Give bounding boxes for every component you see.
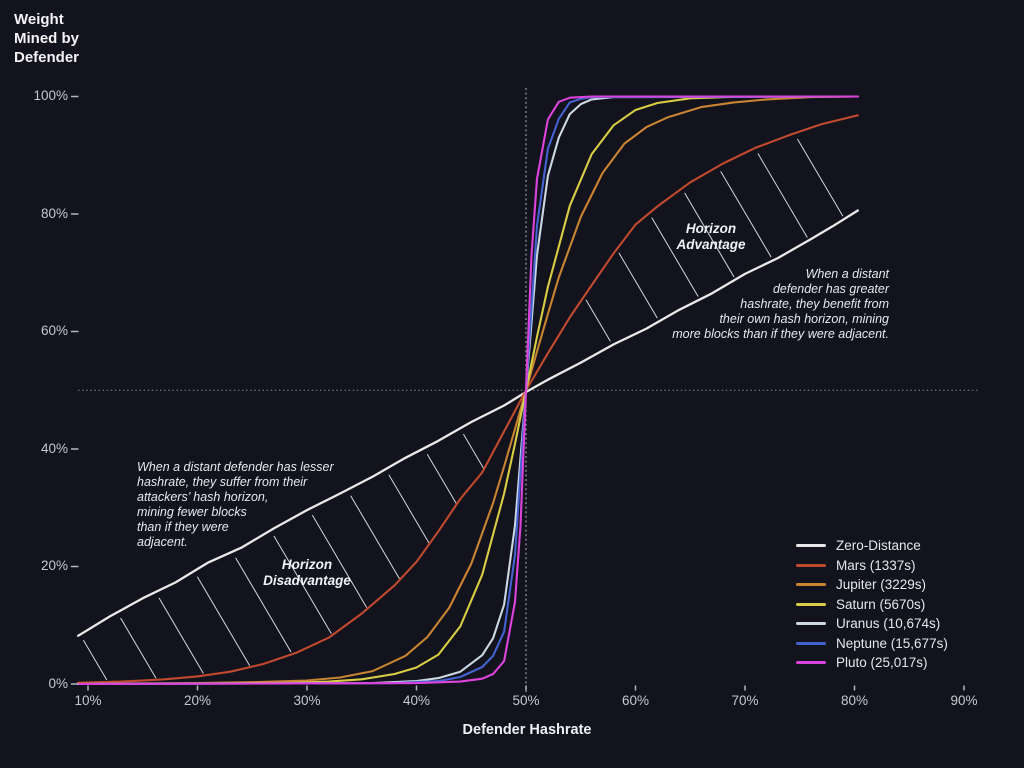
horizon-advantage-hatching bbox=[585, 138, 844, 342]
advantage-annotation-text: When a distant defender has greater hashra… bbox=[672, 267, 889, 342]
series-line-pluto-25-017s bbox=[77, 95, 859, 686]
title-line-3: Defender bbox=[14, 49, 80, 66]
legend-label: Uranus (10,674s) bbox=[836, 616, 941, 632]
legend-label: Saturn (5670s) bbox=[836, 596, 926, 612]
hatch-line bbox=[463, 433, 485, 469]
hatch-line bbox=[273, 535, 332, 634]
annotation-line: their own hash horizon, mining bbox=[719, 312, 889, 326]
series-line-neptune-15-677s bbox=[77, 95, 859, 686]
hatch-line bbox=[197, 576, 250, 666]
legend-swatch bbox=[796, 583, 826, 587]
hatch-line bbox=[618, 252, 658, 319]
y-axis-multiline-title: Weight Mined by Defender bbox=[14, 10, 79, 67]
hatch-line bbox=[585, 299, 611, 342]
y-tick-label-40%: 40% bbox=[40, 440, 68, 456]
horizon-disadvantage-hatching bbox=[83, 433, 485, 681]
x-tick-label-50%: 50% bbox=[512, 693, 540, 708]
disadvantage-label-line-1: Horizon bbox=[281, 557, 333, 572]
x-tick-label-90%: 90% bbox=[950, 693, 978, 708]
x-tick-label-30%: 30% bbox=[293, 693, 321, 708]
advantage-label-line-2: Advantage bbox=[676, 237, 746, 252]
hatch-line bbox=[312, 514, 367, 608]
title-line-1: Weight bbox=[14, 11, 64, 28]
x-tick-label-60%: 60% bbox=[621, 693, 650, 708]
legend-label: Mars (1337s) bbox=[836, 557, 916, 573]
x-tick-label-80%: 80% bbox=[840, 693, 869, 708]
legend-label: Zero-Distance bbox=[836, 538, 921, 554]
series-line-zero-distance bbox=[76, 209, 859, 637]
legend-swatch bbox=[796, 544, 826, 548]
y-tick-label-20%: 20% bbox=[40, 558, 68, 573]
annotation-line: When a distant defender has lesser bbox=[137, 460, 334, 474]
legend-item-zero-distance: Zero-Distance bbox=[796, 536, 948, 556]
x-tick-label-40%: 40% bbox=[402, 693, 431, 708]
annotation-line: mining fewer blocks bbox=[137, 505, 247, 519]
x-tick-label-10%: 10% bbox=[74, 693, 102, 708]
hatch-line bbox=[350, 495, 401, 580]
hatch-line bbox=[235, 557, 292, 653]
annotation-line: adjacent. bbox=[137, 535, 188, 549]
annotation-line: more blocks than if they were adjacent. bbox=[672, 327, 889, 341]
hatch-line bbox=[158, 597, 204, 674]
legend-swatch bbox=[796, 641, 826, 645]
annotation-line: hashrate, they suffer from their bbox=[137, 475, 308, 489]
hatch-line bbox=[426, 454, 457, 505]
legend-label: Pluto (25,017s) bbox=[836, 655, 928, 671]
x-tick-label-70%: 70% bbox=[731, 693, 759, 708]
advantage-label-line-1: Horizon bbox=[685, 221, 737, 236]
hatch-line bbox=[388, 474, 430, 544]
horizon-advantage-label: Horizon Advantage bbox=[676, 221, 745, 253]
annotation-line: attackers’ hash horizon, bbox=[137, 490, 269, 504]
hatch-line bbox=[797, 138, 844, 217]
y-tick-label-0%: 0% bbox=[48, 675, 68, 691]
legend-item-uranus-10-674s: Uranus (10,674s) bbox=[796, 614, 948, 634]
series-line-mars-1337s bbox=[77, 114, 859, 684]
legend-swatch bbox=[796, 563, 826, 567]
legend-item-mars-1337s: Mars (1337s) bbox=[796, 556, 948, 576]
legend-item-jupiter-3229s: Jupiter (3229s) bbox=[796, 575, 948, 595]
hatch-line bbox=[83, 640, 108, 681]
legend-label: Neptune (15,677s) bbox=[836, 635, 948, 651]
hatch-line bbox=[757, 153, 808, 238]
annotation-line: hashrate, they benefit from bbox=[740, 297, 889, 311]
legend-item-neptune-15-677s: Neptune (15,677s) bbox=[796, 634, 948, 654]
hatch-line bbox=[684, 192, 735, 278]
y-tick-label-80%: 80% bbox=[40, 205, 68, 221]
legend-item-saturn-5670s: Saturn (5670s) bbox=[796, 595, 948, 615]
disadvantage-label-line-2: Disadvantage bbox=[263, 573, 351, 588]
annotation-line: defender has greater bbox=[772, 282, 889, 296]
y-tick-label-100%: 100% bbox=[33, 88, 68, 103]
legend-swatch bbox=[796, 602, 826, 606]
legend-swatch bbox=[796, 661, 826, 665]
title-line-2: Mined by bbox=[14, 30, 80, 47]
horizon-disadvantage-label: Horizon Disadvantage bbox=[263, 557, 351, 589]
legend-swatch bbox=[796, 622, 826, 626]
legend-label: Jupiter (3229s) bbox=[836, 577, 927, 593]
annotation-line: When a distant bbox=[805, 267, 889, 281]
hatch-line bbox=[720, 171, 772, 258]
x-axis-title: Defender Hashrate bbox=[462, 722, 592, 738]
series-line-saturn-5670s bbox=[77, 95, 859, 686]
hatch-line bbox=[120, 617, 157, 679]
legend-item-pluto-25-017s: Pluto (25,017s) bbox=[796, 653, 948, 673]
legend: Zero-Distance Mars (1337s) Jupiter (3229s)… bbox=[796, 536, 948, 673]
disadvantage-annotation-text: When a distant defender has lesser hashra… bbox=[137, 460, 334, 550]
y-tick-label-60%: 60% bbox=[40, 323, 68, 338]
hatch-line bbox=[651, 217, 699, 297]
x-tick-label-20%: 20% bbox=[183, 693, 212, 708]
annotation-line: than if they were bbox=[137, 520, 229, 534]
